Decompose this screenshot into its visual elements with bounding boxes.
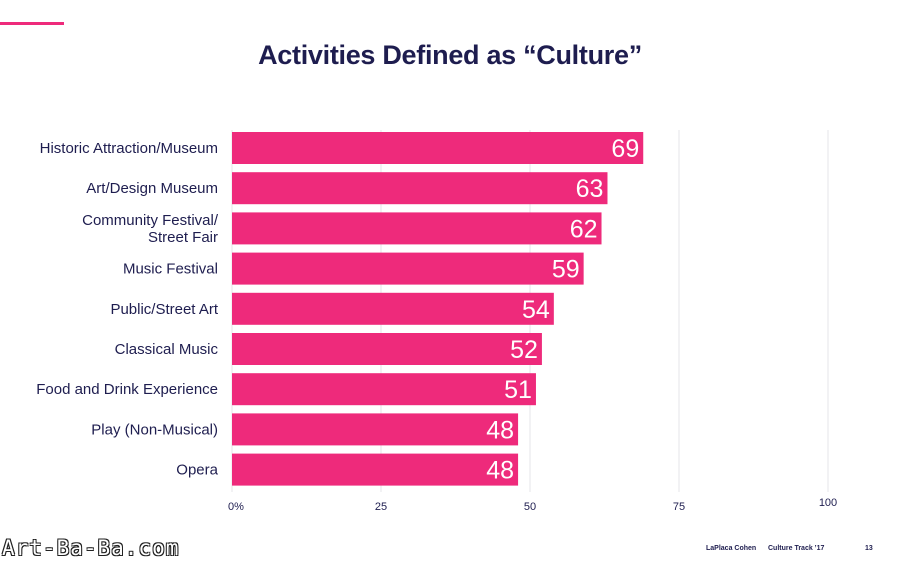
bar xyxy=(232,453,519,486)
data-label: 62 xyxy=(570,215,598,243)
category-labels: Historic Attraction/Museum Art/Design Mus… xyxy=(36,140,219,479)
category-label: Opera xyxy=(176,462,218,479)
bar xyxy=(232,132,644,164)
bar xyxy=(232,212,602,245)
data-label: 63 xyxy=(576,175,604,203)
page-number: 13 xyxy=(865,545,873,552)
bar xyxy=(232,333,542,365)
category-label: Public/Street Art xyxy=(110,301,218,318)
footer-brand: LaPlaca Cohen xyxy=(706,545,757,552)
accent-line xyxy=(0,22,64,25)
data-label: 69 xyxy=(611,135,639,163)
category-label: Street Fair xyxy=(148,229,218,246)
category-label: Community Festival/ xyxy=(82,212,219,229)
bar xyxy=(232,373,536,406)
data-label: 51 xyxy=(504,376,532,404)
tick-label: 0% xyxy=(228,501,244,513)
category-label: Play (Non-Musical) xyxy=(91,421,218,438)
category-label: Art/Design Museum xyxy=(86,180,218,197)
tick-label: 25 xyxy=(375,501,387,513)
tick-label: 75 xyxy=(673,501,685,513)
footer-report: Culture Track ’17 xyxy=(768,545,825,552)
watermark: Art-Ba-Ba.com xyxy=(2,536,180,560)
data-label: 54 xyxy=(522,296,550,324)
data-label: 48 xyxy=(486,457,514,485)
chart-title: Activities Defined as “Culture” xyxy=(258,40,642,70)
tick-label: 100 xyxy=(819,497,837,509)
tick-label: 50 xyxy=(524,501,536,513)
bar xyxy=(232,252,584,285)
data-label: 52 xyxy=(510,336,538,364)
tick-labels: 0% 25 50 75 100 xyxy=(228,497,837,513)
category-label: Classical Music xyxy=(115,341,219,358)
data-label: 48 xyxy=(486,416,514,444)
category-label: Historic Attraction/Museum xyxy=(40,140,218,157)
data-label: 59 xyxy=(552,256,580,284)
bar xyxy=(232,413,519,446)
bar xyxy=(232,172,608,205)
bars xyxy=(232,132,644,486)
bar xyxy=(232,292,554,325)
category-label: Food and Drink Experience xyxy=(36,381,218,398)
category-label: Music Festival xyxy=(123,261,218,278)
